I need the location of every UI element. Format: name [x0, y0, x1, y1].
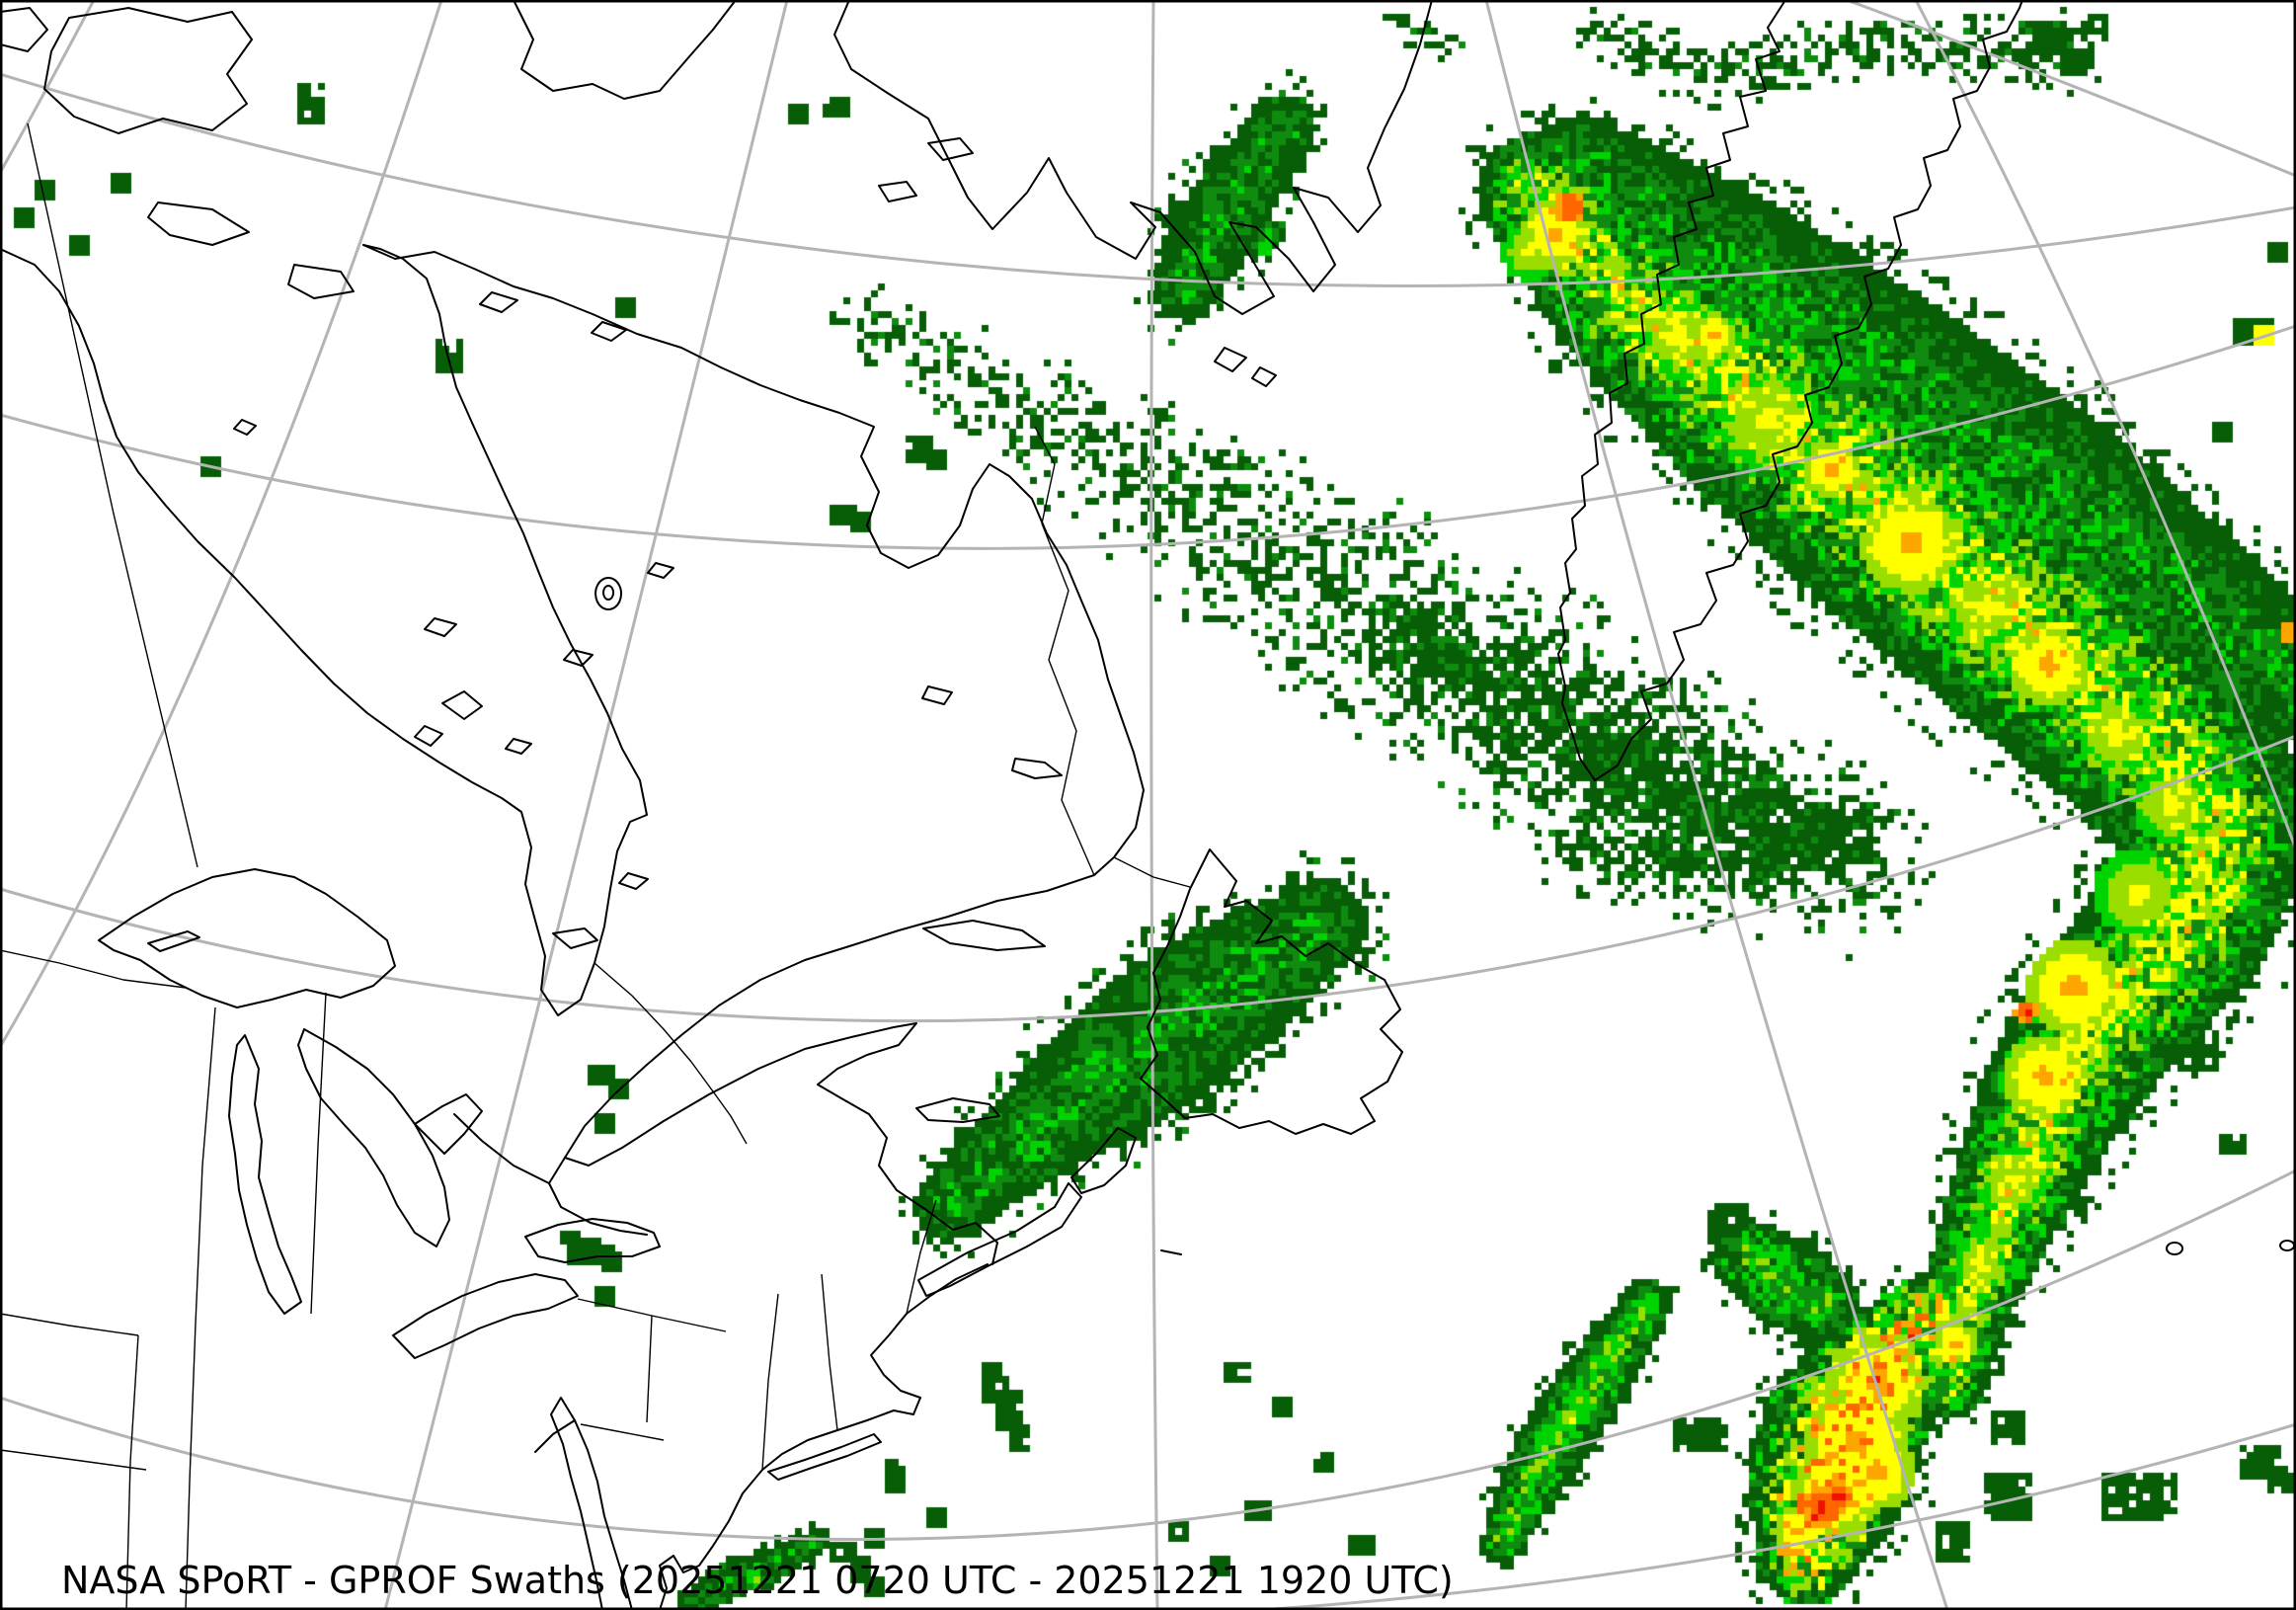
lake-erie [392, 1273, 579, 1359]
newfoundland [1140, 848, 1403, 1135]
akimiski-island [552, 927, 598, 949]
coats-island [147, 201, 250, 246]
anticosti-island [922, 920, 1046, 951]
corner-island [0, 7, 48, 52]
state-border [185, 1006, 216, 1610]
hudson-strait-island [591, 321, 627, 342]
lake-michigan [228, 1034, 302, 1315]
parallel-line [553, 1422, 2296, 1610]
cape-breton-island [1070, 1127, 1137, 1194]
border-west-of-superior [0, 949, 187, 989]
lake-ontario [524, 1218, 661, 1263]
quebec-lake [424, 617, 457, 637]
belcher-islands [441, 690, 483, 720]
meridian-line [1149, 0, 1159, 1610]
sable-island [1160, 1249, 1182, 1255]
parallel-line [0, 734, 2296, 1023]
quebec-lake [563, 649, 594, 667]
meridian-line [1914, 0, 2296, 850]
lake-huron [297, 1028, 450, 1248]
lake-superior [98, 868, 396, 1008]
meridian-line [383, 0, 789, 1610]
hudson-bay-coast [0, 244, 648, 1016]
state-border [0, 1313, 139, 1336]
chesapeake-bay [550, 1397, 633, 1610]
tiny-atlantic-islet [2166, 1242, 2183, 1255]
manitoba-border [27, 122, 198, 868]
ontario-quebec-border [594, 962, 748, 1145]
resolution-island [1214, 347, 1247, 372]
parallel-line [0, 324, 2296, 550]
baffin-foxe-basin-coast [513, 0, 737, 100]
hudson-river-border [761, 1293, 779, 1471]
resolution-island [1251, 366, 1277, 387]
quebec-lake [505, 738, 532, 755]
state-border [646, 1315, 653, 1423]
meridian-line [0, 0, 96, 174]
quebec-lake [618, 872, 649, 890]
parallel-line [1846, 0, 2296, 178]
ottawa-river [453, 1113, 550, 1184]
state-border [0, 1449, 147, 1471]
prince-edward-island [915, 1097, 1000, 1123]
smallwood-reservoir [921, 685, 953, 705]
mansel-island [287, 264, 355, 299]
potomac-river [534, 1419, 576, 1453]
southampton-island [43, 7, 253, 134]
quebec-lake [647, 562, 674, 579]
quebec-labrador-border [1034, 426, 1095, 876]
georgian-bay [414, 1093, 483, 1155]
baffin-lake [878, 181, 917, 202]
greenland-coast [1557, 0, 2023, 781]
state-border [310, 992, 327, 1315]
belcher-islands [414, 725, 443, 747]
isle-royale [147, 930, 200, 952]
long-island [767, 1433, 882, 1481]
map-title: NASA SPoRT - GPROF Swaths (20251221 0720… [61, 1559, 1454, 1602]
st-lawrence-river [548, 1157, 648, 1236]
parallel-line [0, 72, 2296, 287]
maine-border [906, 1199, 937, 1315]
manicouagan-ring-lake [594, 577, 623, 610]
meridian-line [1484, 0, 1949, 1610]
border-layer [0, 122, 1191, 1610]
hudson-bay-island [233, 419, 257, 436]
nova-scotia [917, 1182, 1082, 1297]
new-england-border [821, 1273, 838, 1431]
baffin-southeast-coast [833, 0, 1433, 315]
hudson-strait-island [479, 291, 518, 313]
lake-melville [1011, 758, 1063, 779]
parallel-line [0, 1168, 2296, 1541]
state-border [125, 1334, 139, 1610]
labrador-border-segment [1113, 856, 1191, 888]
tiny-atlantic-islet [2279, 1240, 2296, 1251]
quebec-labrador-coast [362, 244, 1145, 1265]
meridian-line [0, 0, 443, 1048]
baffin-lake [927, 137, 974, 161]
state-border [580, 1423, 665, 1441]
